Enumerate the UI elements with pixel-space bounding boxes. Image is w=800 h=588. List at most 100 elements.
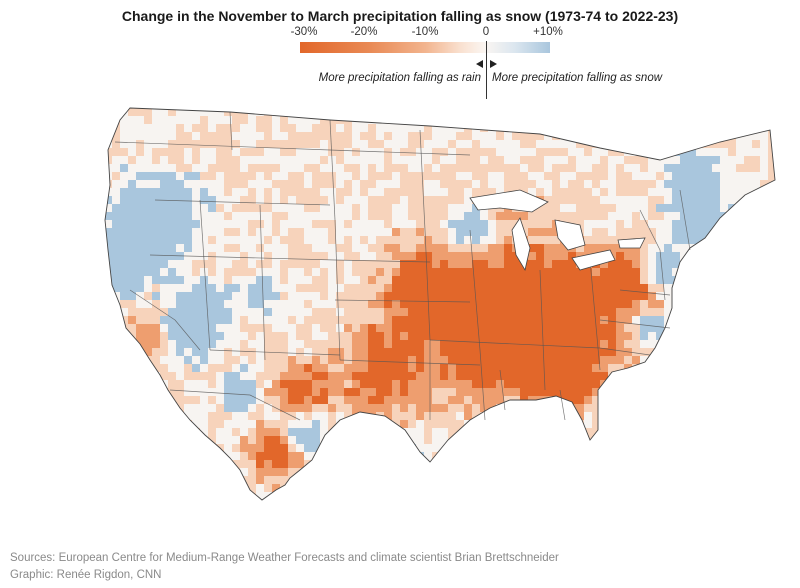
map-cell xyxy=(208,484,217,493)
map-cell xyxy=(568,108,577,109)
map-cell xyxy=(264,316,273,325)
map-cell xyxy=(760,356,769,365)
map-cell xyxy=(408,132,417,141)
map-cell xyxy=(560,188,569,197)
map-cell xyxy=(384,124,393,133)
map-cell xyxy=(280,260,289,269)
map-cell xyxy=(272,420,281,429)
map-cell xyxy=(248,220,257,229)
map-cell xyxy=(696,460,705,469)
map-cell xyxy=(272,484,281,493)
map-cell xyxy=(480,300,489,309)
map-cell xyxy=(105,204,113,213)
map-cell xyxy=(128,428,137,437)
map-cell xyxy=(160,436,169,445)
map-cell xyxy=(256,412,265,421)
map-cell xyxy=(368,172,377,181)
map-cell xyxy=(136,140,145,149)
map-cell xyxy=(592,268,601,277)
map-cell xyxy=(368,276,377,285)
map-cell xyxy=(408,188,417,197)
map-cell xyxy=(200,228,209,237)
map-cell xyxy=(280,148,289,157)
map-cell xyxy=(344,308,353,317)
map-cell xyxy=(584,420,593,429)
map-cell xyxy=(520,164,529,173)
map-cell xyxy=(504,180,513,189)
map-cell xyxy=(288,220,297,229)
map-cell xyxy=(680,204,689,213)
map-cell xyxy=(560,372,569,381)
map-cell xyxy=(112,188,121,197)
map-cell xyxy=(392,212,401,221)
map-cell xyxy=(528,308,537,317)
map-cell xyxy=(224,428,233,437)
map-cell xyxy=(672,252,681,261)
map-cell xyxy=(280,460,289,469)
map-cell xyxy=(536,316,545,325)
map-cell xyxy=(352,332,361,341)
map-cell xyxy=(264,196,273,205)
map-cell xyxy=(496,140,505,149)
map-cell xyxy=(456,308,465,317)
map-cell xyxy=(160,108,169,109)
map-cell xyxy=(264,356,273,365)
map-cell xyxy=(96,204,104,212)
map-cell xyxy=(184,188,193,197)
map-cell xyxy=(216,212,225,221)
map-cell xyxy=(592,476,601,485)
map-cell xyxy=(720,164,729,173)
map-cell xyxy=(504,324,513,333)
map-cell xyxy=(208,332,217,341)
map-cell xyxy=(656,420,665,429)
map-cell xyxy=(552,244,561,253)
map-cell xyxy=(736,188,745,197)
map-cell xyxy=(384,404,393,413)
map-cell xyxy=(424,180,433,189)
map-cell xyxy=(456,420,465,429)
map-cell xyxy=(240,284,249,293)
map-cell xyxy=(368,316,377,325)
map-cell xyxy=(560,492,569,500)
map-cell xyxy=(728,156,737,165)
map-cell xyxy=(352,308,361,317)
map-cell xyxy=(584,180,593,189)
map-cell xyxy=(432,452,441,461)
map-cell xyxy=(424,468,433,477)
map-cell xyxy=(720,116,729,125)
map-cell xyxy=(280,108,289,117)
map-cell xyxy=(624,356,633,365)
map-cell xyxy=(105,124,113,133)
map-cell xyxy=(328,460,337,469)
map-cell xyxy=(312,204,321,213)
map-cell xyxy=(416,412,425,421)
map-cell xyxy=(688,388,697,397)
map-cell xyxy=(184,276,193,285)
great-lake xyxy=(617,237,646,249)
map-cell xyxy=(640,364,649,373)
map-cell xyxy=(744,484,753,493)
map-cell xyxy=(584,452,593,461)
map-cell xyxy=(728,140,737,149)
map-cell xyxy=(296,356,305,365)
map-cell xyxy=(152,172,161,181)
map-cell xyxy=(656,444,665,453)
map-cell xyxy=(576,388,585,397)
map-cell xyxy=(112,396,121,405)
map-cell xyxy=(752,452,761,461)
map-cell xyxy=(240,244,249,253)
map-cell xyxy=(152,108,161,117)
map-cell xyxy=(608,244,617,253)
map-cell xyxy=(344,196,353,205)
map-cell xyxy=(96,484,104,492)
map-cell xyxy=(272,284,281,293)
map-cell xyxy=(504,348,513,357)
map-cell xyxy=(152,164,161,173)
map-cell xyxy=(600,164,609,173)
map-cell xyxy=(688,236,697,245)
map-cell xyxy=(376,484,385,493)
map-cell xyxy=(784,324,792,332)
map-cell xyxy=(312,292,321,301)
map-cell xyxy=(472,116,481,125)
map-cell xyxy=(232,372,241,381)
